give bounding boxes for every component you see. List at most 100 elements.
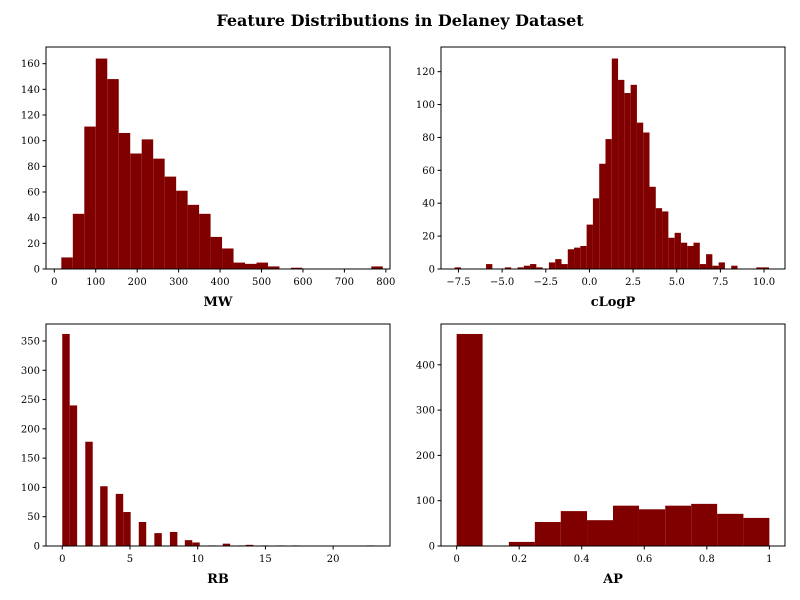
histogram-bar bbox=[187, 204, 200, 269]
x-tick-label: 200 bbox=[128, 277, 147, 288]
y-tick-label: 120 bbox=[21, 111, 40, 122]
histogram-bar bbox=[123, 512, 131, 546]
histogram-bar bbox=[504, 267, 512, 269]
histogram-bar bbox=[668, 237, 675, 269]
histogram-bar bbox=[192, 542, 200, 546]
y-tick-label: 200 bbox=[21, 424, 40, 435]
y-tick-label: 120 bbox=[416, 67, 435, 78]
histogram-bar bbox=[454, 267, 461, 269]
histogram-bar bbox=[184, 540, 193, 546]
y-tick-label: 100 bbox=[21, 136, 40, 147]
subplot-ap: 0 0.2 0.4 0.6 0.8 1 0 100 200 300 400 AP bbox=[416, 323, 786, 587]
histogram-bar bbox=[222, 248, 234, 269]
y-tick-label: 100 bbox=[416, 100, 435, 111]
histogram-bar bbox=[613, 505, 639, 546]
histogram-bar bbox=[72, 213, 85, 269]
x-axis-label: MW bbox=[204, 295, 233, 310]
histogram-bar bbox=[233, 262, 246, 269]
y-tick-label: 300 bbox=[416, 406, 435, 417]
x-tick-label: 600 bbox=[293, 277, 312, 288]
y-tick-label: 250 bbox=[21, 395, 40, 406]
y-tick-label: 40 bbox=[422, 199, 435, 210]
y-tick-label: 60 bbox=[422, 166, 435, 177]
histogram-bar bbox=[638, 509, 666, 546]
histogram-bar bbox=[611, 58, 619, 270]
y-tick-label: 0 bbox=[429, 265, 435, 276]
axes-frame bbox=[440, 46, 786, 270]
histogram-bar bbox=[687, 245, 694, 269]
y-tick-label: 300 bbox=[21, 366, 40, 377]
x-tick-label: 400 bbox=[211, 277, 230, 288]
histogram-bar bbox=[731, 265, 738, 269]
histogram-bar bbox=[176, 190, 188, 269]
y-tick-label: 200 bbox=[416, 451, 435, 462]
histogram-bar bbox=[100, 486, 108, 546]
y-tick-label: 0 bbox=[34, 265, 40, 276]
histogram-bar bbox=[587, 520, 613, 546]
histogram-bar bbox=[665, 505, 692, 546]
histogram-bar bbox=[649, 186, 656, 269]
x-tick-label: 0.2 bbox=[511, 554, 527, 565]
x-tick-label: 100 bbox=[86, 277, 105, 288]
histogram-bar bbox=[69, 405, 78, 546]
histogram-bar bbox=[245, 544, 254, 546]
histogram-bar bbox=[693, 242, 700, 269]
y-tick-label: 160 bbox=[21, 59, 40, 70]
histogram-bar bbox=[456, 333, 483, 546]
histogram-bar bbox=[580, 245, 587, 269]
histogram-bar bbox=[630, 84, 637, 269]
y-tick-label: 80 bbox=[27, 162, 40, 173]
axes-frame bbox=[45, 323, 391, 547]
y-tick-label: 0 bbox=[429, 542, 435, 553]
y-tick-label: 100 bbox=[21, 483, 40, 494]
histogram-bar bbox=[762, 267, 769, 269]
x-tick-label: 15 bbox=[259, 554, 272, 565]
x-tick-label: 0.8 bbox=[699, 554, 715, 565]
histogram-bar bbox=[592, 198, 600, 269]
histogram-bar bbox=[756, 267, 763, 269]
x-tick-label: −5.0 bbox=[490, 277, 514, 288]
x-axis-label: AP bbox=[602, 572, 623, 587]
histogram-bar bbox=[561, 264, 568, 269]
histogram-bar bbox=[256, 262, 268, 269]
histogram-bar bbox=[84, 126, 96, 269]
x-tick-label: 1 bbox=[766, 554, 772, 565]
y-tick-label: 0 bbox=[34, 542, 40, 553]
histogram-bar bbox=[555, 259, 562, 269]
x-tick-label: 800 bbox=[376, 277, 395, 288]
histogram-bar bbox=[169, 531, 178, 546]
histogram-bar bbox=[599, 163, 606, 269]
y-tick-label: 400 bbox=[416, 360, 435, 371]
histogram-bar bbox=[662, 211, 669, 269]
x-axis-label: RB bbox=[207, 572, 229, 587]
histogram-bar bbox=[618, 79, 625, 269]
x-tick-label: 20 bbox=[327, 554, 340, 565]
x-tick-label: 700 bbox=[335, 277, 354, 288]
y-tick-label: 60 bbox=[27, 188, 40, 199]
histogram-bar bbox=[643, 132, 650, 269]
y-tick-label: 40 bbox=[27, 213, 40, 224]
histogram-bar bbox=[624, 93, 631, 269]
histogram-bar bbox=[371, 266, 383, 269]
histogram-bar bbox=[691, 503, 718, 546]
histogram-bar bbox=[530, 264, 537, 269]
histogram-bar bbox=[517, 267, 524, 269]
x-tick-label: −7.5 bbox=[446, 277, 470, 288]
y-tick-label: 100 bbox=[416, 496, 435, 507]
histogram-bar bbox=[486, 264, 493, 269]
histogram-bar bbox=[130, 153, 142, 269]
histogram-bar bbox=[141, 139, 154, 269]
histogram-bar bbox=[107, 79, 119, 269]
x-tick-label: 5 bbox=[127, 554, 133, 565]
x-axis-label: cLogP bbox=[591, 295, 636, 310]
histogram-bar bbox=[655, 208, 663, 269]
figure-title: Feature Distributions in Delaney Dataset bbox=[216, 11, 584, 30]
histogram-bar bbox=[61, 257, 73, 269]
y-tick-label: 20 bbox=[27, 239, 40, 250]
histogram-bar bbox=[605, 139, 612, 269]
histogram-bar bbox=[138, 521, 147, 546]
histogram-bar bbox=[85, 441, 93, 546]
histogram-bar bbox=[267, 266, 280, 269]
histogram-bar bbox=[712, 265, 719, 269]
